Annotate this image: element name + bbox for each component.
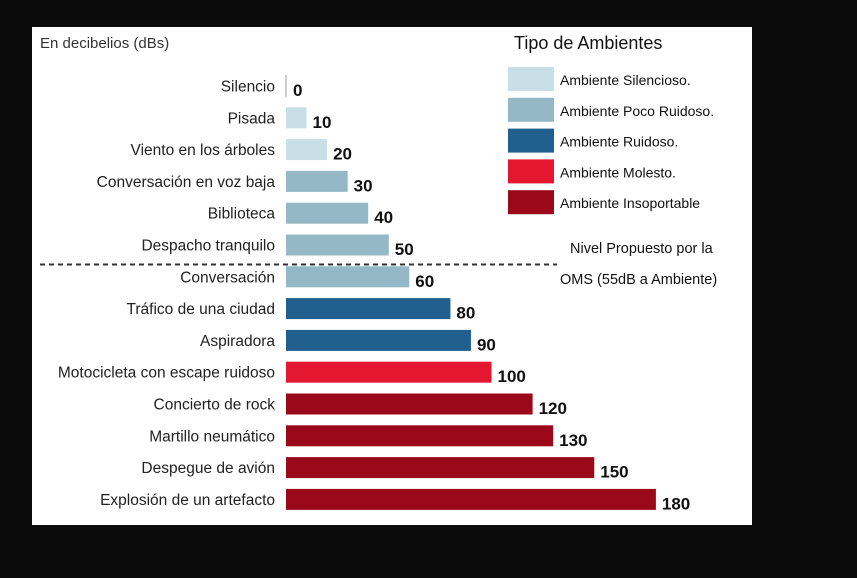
category-label: Viento en los árboles (131, 142, 276, 159)
bar (286, 457, 595, 479)
oms-note-line-1: Nivel Propuesto por la (570, 241, 714, 257)
legend-label: Ambiente Insoportable (560, 195, 700, 211)
value-label: 150 (600, 463, 628, 482)
category-label: Aspiradora (200, 333, 275, 350)
legend-swatch (508, 128, 554, 153)
legend-swatch (508, 190, 554, 215)
bar (286, 488, 656, 510)
bar (286, 329, 471, 351)
legend-swatch (508, 159, 554, 184)
bar (286, 425, 554, 447)
bar (286, 234, 389, 256)
value-label: 50 (395, 240, 414, 259)
bar (286, 393, 533, 415)
legend-label: Ambiente Molesto. (560, 164, 676, 180)
value-label: 40 (374, 208, 393, 227)
category-label: Tráfico de una ciudad (127, 301, 276, 318)
bar (286, 361, 492, 383)
legend: Tipo de Ambientes Ambiente Silencioso.Am… (508, 33, 714, 215)
value-label: 30 (354, 176, 373, 195)
category-label: Conversación en voz baja (97, 174, 276, 191)
legend-swatch (508, 97, 554, 122)
value-label: 0 (293, 81, 302, 100)
category-label: Conversación (180, 269, 275, 286)
category-label: Concierto de rock (154, 397, 276, 414)
legend-title: Tipo de Ambientes (514, 33, 662, 53)
legend-label: Ambiente Silencioso. (560, 72, 691, 88)
chart-container: En decibelios (dBs) Silencio 0 Pisada 10 Vie… (32, 27, 752, 525)
category-label: Despegue de avión (141, 460, 275, 477)
bar (286, 139, 328, 161)
bar (286, 202, 369, 224)
value-label: 130 (559, 431, 587, 450)
bars-layer: Silencio 0 Pisada 10 Viento en los árboles 20… (58, 75, 690, 513)
category-label: Motocicleta con escape ruidoso (58, 365, 275, 382)
noise-levels-bar-chart: En decibelios (dBs) Silencio 0 Pisada 10 Vie… (40, 33, 717, 513)
category-label: Pisada (228, 110, 276, 127)
bar (286, 107, 307, 129)
bar (286, 170, 348, 192)
value-label: 120 (539, 399, 567, 418)
value-label: 10 (313, 113, 332, 132)
category-label: Martillo neumático (149, 428, 275, 445)
category-label: Silencio (221, 79, 275, 96)
value-label: 180 (662, 494, 690, 513)
bar (286, 298, 451, 320)
category-label: Explosión de un artefacto (100, 492, 275, 509)
category-label: Biblioteca (208, 206, 276, 223)
unit-label: En decibelios (dBs) (40, 35, 169, 52)
bar (286, 266, 410, 288)
legend-label: Ambiente Poco Ruidoso. (560, 103, 714, 119)
legend-items: Ambiente Silencioso. Ambiente Poco Ruidos… (508, 67, 714, 215)
oms-note-line-2: OMS (55dB a Ambiente) (560, 272, 717, 288)
value-label: 80 (456, 304, 475, 323)
value-label: 60 (415, 272, 434, 291)
value-label: 90 (477, 335, 496, 354)
legend-label: Ambiente Ruidoso. (560, 134, 678, 150)
value-label: 20 (333, 145, 352, 164)
category-label: Despacho tranquilo (141, 238, 275, 255)
value-label: 100 (498, 367, 526, 386)
legend-swatch (508, 67, 554, 91)
